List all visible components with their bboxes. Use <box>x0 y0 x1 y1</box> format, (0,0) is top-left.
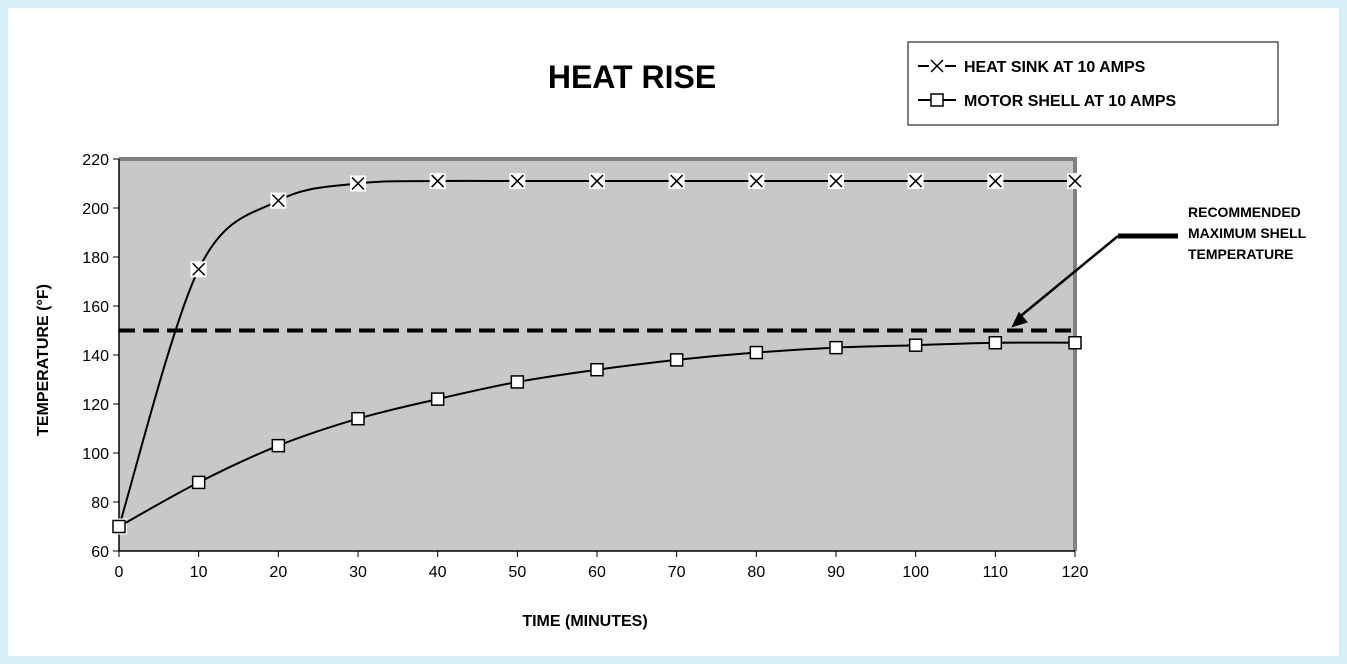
motor-shell-point <box>351 411 365 426</box>
y-tick-label: 60 <box>91 544 109 561</box>
heat-sink-point <box>190 261 207 278</box>
legend-item: HEAT SINK AT 10 AMPS <box>918 58 1146 76</box>
legend: HEAT SINK AT 10 AMPS MOTOR SHELL AT 10 AM… <box>907 41 1279 126</box>
y-tick-label: 80 <box>91 495 109 512</box>
y-tick-label: 100 <box>82 446 109 463</box>
x-tick-label: 90 <box>827 564 845 581</box>
heat-sink-point <box>828 173 844 190</box>
motor-shell-point <box>669 353 684 367</box>
heat-sink-point <box>509 173 526 190</box>
x-tick-label: 100 <box>902 564 929 581</box>
motor-shell-point <box>191 475 206 490</box>
annotation-arrow-head <box>1011 311 1028 328</box>
plot-area <box>119 159 1075 551</box>
x-axis-title: TIME (MINUTES) <box>522 613 647 630</box>
x-tick-label: 20 <box>269 564 287 581</box>
y-tick-label: 220 <box>82 152 109 169</box>
motor-shell-point <box>590 362 604 377</box>
x-tick-label: 40 <box>429 564 447 581</box>
annotation-arrow-shaft <box>1020 235 1119 317</box>
heat-sink-point <box>589 173 605 190</box>
motor-shell-point <box>1068 336 1082 350</box>
legend-marker <box>930 93 944 107</box>
x-tick-label: 0 <box>115 564 124 581</box>
motor-shell-point <box>430 392 445 406</box>
motor-shell-point <box>510 375 525 389</box>
motor-shell-point <box>908 338 923 352</box>
motor-shell-point <box>988 336 1003 350</box>
y-tick-label: 180 <box>82 250 109 267</box>
chart-title: HEAT RISE <box>548 59 716 95</box>
annotation-text: RECOMMENDED <box>1188 204 1301 220</box>
motor-shell-point <box>829 340 843 355</box>
heat-sink-point <box>1067 173 1083 190</box>
heat-sink-point <box>429 173 446 190</box>
heat-sink-point <box>748 173 765 190</box>
x-tick-label: 60 <box>588 564 606 581</box>
x-tick-label: 50 <box>508 564 526 581</box>
x-tick-label: 80 <box>747 564 765 581</box>
chart-frame: HEAT RISE HEAT SINK AT 10 AMPS MOTOR SHEL… <box>8 8 1339 656</box>
legend-label: MOTOR SHELL AT 10 AMPS <box>964 93 1177 110</box>
legend-box <box>907 41 1279 126</box>
y-tick-label: 160 <box>82 299 109 316</box>
motor-shell-point <box>271 438 286 453</box>
legend-item: MOTOR SHELL AT 10 AMPS <box>918 93 1177 110</box>
x-tick-label: 110 <box>983 564 1009 581</box>
y-axis-title: TEMPERATURE (°F) <box>35 284 52 436</box>
heat-rise-chart: HEAT RISE HEAT SINK AT 10 AMPS MOTOR SHEL… <box>35 41 1307 630</box>
annotation-text: MAXIMUM SHELL <box>1188 225 1307 241</box>
annotation-text: TEMPERATURE <box>1188 246 1294 262</box>
x-tick-label: 70 <box>668 564 686 581</box>
heat-sink-point <box>668 173 685 190</box>
heat-sink-point <box>987 173 1004 190</box>
heat-sink-point <box>350 175 366 192</box>
x-tick-label: 10 <box>190 564 208 581</box>
heat-sink-point <box>907 173 924 190</box>
x-tick-label: 120 <box>1062 564 1089 581</box>
motor-shell-point <box>112 519 126 534</box>
y-tick-label: 140 <box>82 348 109 365</box>
heat-sink-point <box>270 192 287 209</box>
legend-marker <box>929 58 945 74</box>
y-tick-label: 120 <box>82 397 109 414</box>
x-tick-label: 30 <box>349 564 367 581</box>
motor-shell-point <box>749 345 764 360</box>
y-tick-label: 200 <box>82 201 109 218</box>
legend-label: HEAT SINK AT 10 AMPS <box>964 59 1146 76</box>
